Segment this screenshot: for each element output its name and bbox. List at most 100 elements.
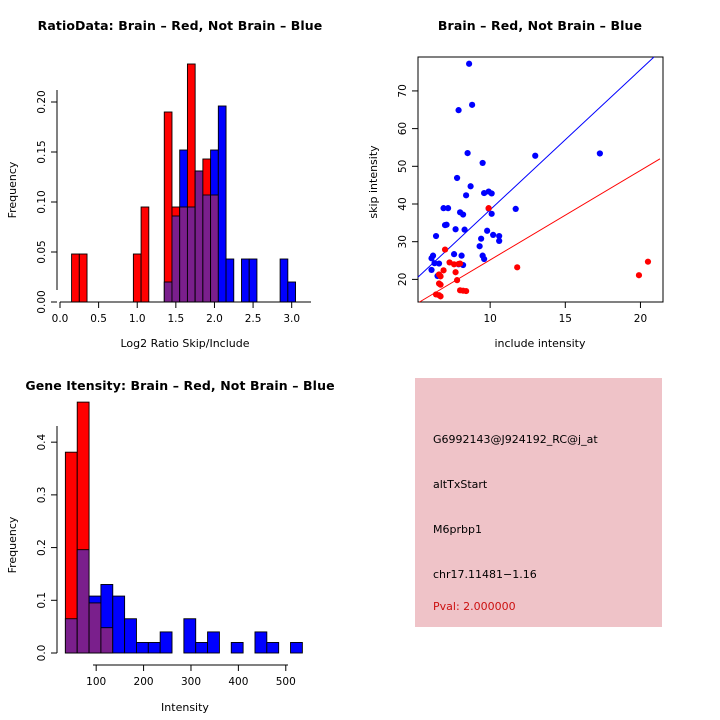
histogram-bar — [248, 258, 258, 303]
histogram-bar-overlap — [100, 627, 114, 654]
x-tick-label: 10 — [483, 313, 496, 325]
scatter-point — [444, 205, 452, 212]
x-tick-label: 0.5 — [90, 313, 107, 325]
probe-id-text: G6992143@J924192_RC@j_at — [433, 433, 598, 446]
scatter-point — [496, 232, 503, 240]
scatter-point — [461, 226, 468, 233]
histogram-bar — [217, 105, 227, 303]
histogram-bar — [225, 258, 235, 303]
histogram-bar — [132, 253, 142, 303]
intensity-scatter-svg: 20 30 40 50 60 70 10 15 20 include intensity sk… — [367, 56, 664, 350]
scatter-point — [432, 232, 440, 240]
scatter-ylabel: skip intensity — [367, 145, 380, 219]
scatter-point — [596, 150, 603, 157]
histogram-bar-overlap — [202, 194, 212, 303]
histogram-bar-overlap — [76, 549, 90, 654]
ratio-histogram-bars — [71, 63, 297, 303]
histogram-bar — [136, 642, 149, 654]
x-tick-label: 0.0 — [52, 313, 69, 325]
x-tick-label: 500 — [276, 676, 296, 688]
histogram-bar — [287, 281, 297, 303]
gene-intensity-y-axis: 0.0 0.1 0.2 0.3 0.4 — [36, 426, 58, 662]
x-tick-label: 2.5 — [245, 313, 262, 325]
scatter-point — [453, 174, 461, 182]
histogram-bar — [290, 642, 303, 654]
scatter-point — [496, 237, 503, 245]
y-tick-label: 0.10 — [36, 190, 48, 213]
scatter-point — [450, 251, 458, 258]
scatter-point — [488, 210, 495, 217]
y-tick-label: 0.0 — [36, 645, 48, 662]
histogram-bar-overlap — [210, 194, 219, 303]
gene-intensity-svg: 0.0 0.1 0.2 0.3 0.4 100 200 300 400 500 Intensit… — [6, 401, 303, 714]
scatter-point — [458, 252, 465, 259]
gene-intensity-panel: Gene Itensity: Brain – Red, Not Brain – … — [0, 360, 360, 720]
x-tick-label: 20 — [634, 313, 647, 325]
scatter-point — [484, 227, 491, 234]
scatter-point — [485, 205, 492, 212]
scatter-point — [532, 152, 539, 159]
histogram-bar — [195, 642, 209, 654]
scatter-point — [437, 293, 444, 300]
scatter-point — [452, 226, 459, 233]
scatter-point — [455, 107, 462, 114]
x-tick-label: 1.5 — [167, 313, 184, 325]
gene-intensity-x-axis: 100 200 300 400 500 — [86, 664, 296, 688]
scatter-point — [481, 255, 488, 263]
histogram-bar — [241, 258, 250, 303]
ratio-histogram-x-axis: 0.0 0.5 1.0 1.5 2.0 2.5 3.0 — [52, 301, 311, 325]
scatter-point — [431, 260, 438, 267]
histogram-bar-overlap — [186, 206, 196, 303]
y-tick-label: 30 — [397, 235, 409, 248]
scatter-point — [512, 205, 519, 212]
scatter-point — [481, 189, 488, 197]
scatter-points — [428, 60, 652, 300]
scatter-point — [462, 287, 470, 295]
x-tick-label: 2.0 — [206, 313, 223, 325]
scatter-point — [514, 264, 521, 271]
histogram-bar-overlap — [179, 206, 188, 303]
x-tick-label: 300 — [181, 676, 201, 688]
scatter-point — [459, 211, 467, 218]
gene-intensity-xlabel: Intensity — [161, 701, 209, 714]
histogram-bar — [159, 631, 173, 654]
ratio-histogram-title: RatioData: Brain – Red, Not Brain – Blue — [37, 18, 323, 33]
histogram-bar — [279, 258, 289, 303]
scatter-point — [476, 243, 483, 250]
y-tick-label: 50 — [397, 160, 409, 173]
histogram-bar — [163, 111, 173, 303]
histogram-bar — [78, 253, 88, 303]
scatter-point — [479, 159, 486, 167]
scatter-point — [437, 281, 444, 288]
scatter-point — [453, 277, 461, 284]
scatter-point — [452, 269, 459, 276]
gene-intensity-ylabel: Frequency — [6, 516, 19, 573]
y-tick-label: 0.2 — [36, 539, 48, 556]
x-tick-label: 1.0 — [129, 313, 146, 325]
scatter-point — [435, 260, 443, 267]
scatter-point — [467, 183, 474, 190]
x-tick-label: 100 — [86, 676, 106, 688]
event-type-text: altTxStart — [433, 478, 488, 491]
gene-symbol-text: M6prbp1 — [433, 523, 482, 536]
histogram-bar — [124, 618, 137, 654]
scatter-point — [490, 231, 497, 239]
gene-intensity-bars — [64, 401, 303, 654]
histogram-bar — [207, 631, 220, 654]
histogram-bar — [183, 618, 197, 654]
histogram-bar — [147, 642, 161, 654]
y-tick-label: 0.05 — [36, 240, 48, 263]
scatter-point — [635, 272, 643, 279]
x-tick-label: 200 — [134, 676, 154, 688]
histogram-bar — [230, 642, 244, 654]
ratio-histogram-xlabel: Log2 Ratio Skip/Include — [120, 337, 249, 350]
scatter-point — [488, 190, 495, 197]
ratio-histogram-svg: 0.00 0.05 0.10 0.15 0.20 0.0 0.5 1.0 1.5 2.0 2.5 3… — [6, 63, 311, 350]
y-tick-label: 0.20 — [36, 90, 48, 113]
scatter-point — [466, 60, 473, 67]
scatter-point — [478, 235, 485, 242]
y-tick-label: 0.15 — [36, 140, 48, 163]
intensity-scatter-title: Brain – Red, Not Brain – Blue — [437, 18, 643, 33]
y-tick-label: 0.1 — [36, 592, 48, 609]
histogram-bar-overlap — [171, 215, 181, 303]
